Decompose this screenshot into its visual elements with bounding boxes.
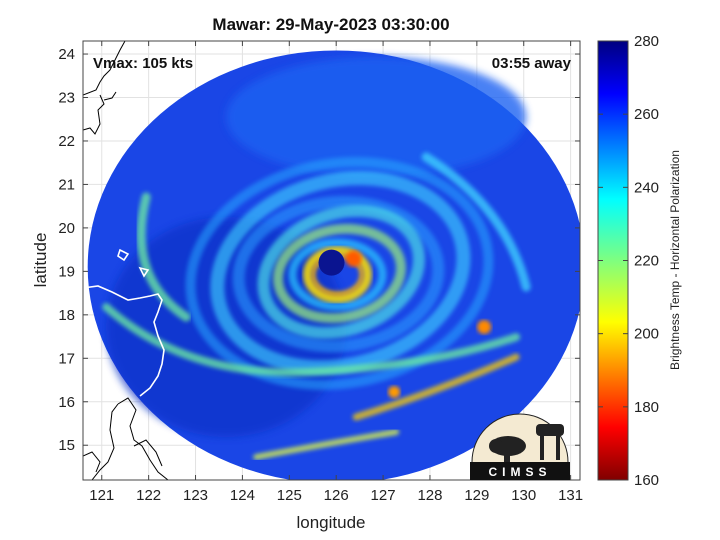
colorbar-tick-label: 200 [634, 326, 659, 343]
land-outlines [83, 41, 169, 480]
colorbar-tick-label: 240 [634, 179, 659, 196]
vmax-annotation: Vmax: 105 kts [93, 55, 193, 72]
outer-band [102, 303, 521, 377]
band-hotspot [477, 320, 492, 335]
y-tick-label: 22 [58, 133, 75, 150]
x-tick-label: 129 [464, 487, 489, 504]
x-tick-label: 130 [511, 487, 536, 504]
outer-band [136, 192, 191, 322]
rain-band [210, 171, 471, 375]
x-tick-label: 124 [230, 487, 255, 504]
y-tick-label: 23 [58, 90, 75, 107]
storm-eye [318, 249, 345, 276]
plot-frame [82, 40, 581, 481]
colorbar-ticks: 160 180 200 220 240 260 280 [598, 33, 659, 489]
outer-band [352, 353, 520, 421]
y-tick-label: 24 [58, 46, 75, 63]
x-tick-label: 125 [277, 487, 302, 504]
coastline [83, 248, 165, 397]
colorbar-tick-label: 280 [634, 33, 659, 50]
y-tick-label: 21 [58, 176, 75, 193]
north-band [226, 57, 527, 178]
x-tick-label: 122 [136, 487, 161, 504]
y-axis: 15 16 17 18 19 20 21 22 23 24 [58, 46, 580, 454]
microwave-swath [87, 50, 580, 480]
y-tick-label: 16 [58, 394, 75, 411]
eyewall-hotspot [345, 250, 362, 267]
rain-band [272, 223, 407, 324]
x-tick-label: 126 [324, 487, 349, 504]
y-tick-label: 19 [58, 263, 75, 280]
x-axis: 121 122 123 124 125 126 127 128 129 130 131 [89, 41, 583, 504]
x-tick-label: 121 [89, 487, 114, 504]
outer-band [253, 429, 400, 461]
x-tick-label: 128 [417, 487, 442, 504]
cimss-logo-text: CIMSS [488, 465, 551, 479]
colorbar-label: Brightness Temp - Horizontal Polarizatio… [668, 150, 682, 370]
y-tick-label: 20 [58, 220, 75, 237]
rain-band [232, 195, 445, 353]
outer-band [421, 152, 531, 292]
colorbar-tick-label: 260 [634, 106, 659, 123]
x-axis-label: longitude [296, 513, 365, 532]
x-tick-label: 127 [371, 487, 396, 504]
colorbar-tick-label: 220 [634, 253, 659, 270]
y-tick-label: 15 [58, 437, 75, 454]
rain-band [257, 204, 425, 339]
colorbar-tick-label: 160 [634, 472, 659, 489]
y-axis-label: latitude [31, 233, 50, 288]
rain-band [303, 246, 372, 304]
cimss-logo: CIMSS [470, 413, 570, 480]
chart-title: Mawar: 29-May-2023 03:30:00 [212, 15, 449, 34]
band-hotspot [388, 386, 401, 399]
x-tick-label: 123 [183, 487, 208, 504]
y-tick-label: 17 [58, 350, 75, 367]
x-tick-label: 131 [558, 487, 583, 504]
colorbar-tick-label: 180 [634, 399, 659, 416]
rain-band [185, 157, 494, 390]
time-away-annotation: 03:55 away [492, 55, 572, 72]
rain-band [288, 238, 387, 311]
y-tick-label: 18 [58, 307, 75, 324]
